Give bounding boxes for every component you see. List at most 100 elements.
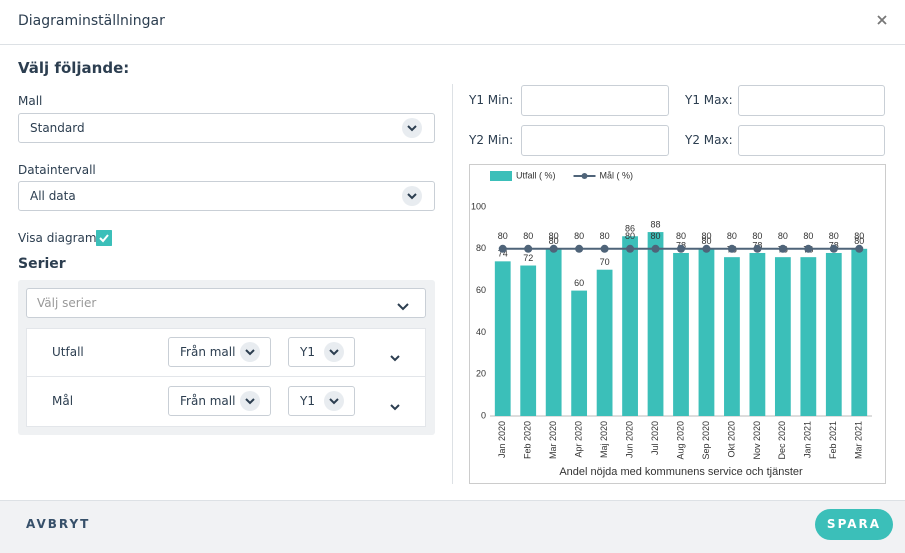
line-marker <box>753 244 762 253</box>
data-label: 80 <box>549 236 559 246</box>
legend-label: Mål ( %) <box>600 170 634 180</box>
bar <box>647 232 664 416</box>
y-tick-label: 40 <box>476 327 486 337</box>
label: Y2 Min: <box>469 133 514 147</box>
data-label: 80 <box>701 231 711 241</box>
label: Mall <box>18 94 43 108</box>
x-tick-label: Sep 2020 <box>701 421 711 460</box>
line-marker <box>727 244 736 253</box>
chevron <box>402 118 422 138</box>
save-button[interactable]: SPARA <box>815 509 893 540</box>
checkbox[interactable] <box>96 230 112 246</box>
bar <box>520 265 537 416</box>
x-tick-label: Feb 2020 <box>523 421 533 459</box>
source-select[interactable] <box>168 337 271 367</box>
source-select[interactable] <box>168 386 271 416</box>
divider <box>452 84 453 484</box>
data-label: 80 <box>549 231 559 241</box>
select-value: Från mall <box>180 394 236 408</box>
axis-select[interactable] <box>288 386 355 416</box>
data-label: 72 <box>523 253 533 263</box>
data-label: 80 <box>752 231 762 241</box>
series-select[interactable] <box>26 288 426 318</box>
line-marker <box>778 244 787 253</box>
heading: Välj följande: <box>18 59 130 77</box>
label: Visa diagram <box>18 231 97 245</box>
input[interactable] <box>521 125 669 156</box>
data-label: 88 <box>651 219 661 229</box>
data-label: 80 <box>803 231 813 241</box>
x-tick-label: Aug 2020 <box>675 421 685 460</box>
legend-swatch <box>581 173 588 179</box>
bar <box>749 252 766 416</box>
row-divider <box>27 376 425 377</box>
line-marker <box>651 244 660 253</box>
bar <box>698 248 715 416</box>
line-marker <box>524 244 533 253</box>
data-label: 80 <box>854 231 864 241</box>
line-marker <box>549 244 558 253</box>
dialog-title: Diagraminställningar <box>18 13 165 29</box>
series-table <box>26 328 426 427</box>
y-tick-label: 100 <box>471 201 486 211</box>
series-name: Utfall <box>52 345 84 359</box>
y-tick-label: 60 <box>476 285 486 295</box>
legend-swatch <box>490 171 512 181</box>
data-label: 80 <box>778 231 788 241</box>
bar <box>724 257 740 416</box>
select-value: Y1 <box>300 345 315 359</box>
expand-chevron[interactable] <box>390 396 400 415</box>
x-tick-label: Maj 2020 <box>599 421 609 458</box>
axis-select[interactable] <box>288 337 355 367</box>
x-tick-label: Jan 2020 <box>497 421 507 458</box>
chart: 0 20 40 60 80 100 Jan 2020 Feb 2020 Mar 2020 Apr … <box>469 164 886 484</box>
close-button[interactable] <box>877 15 887 25</box>
data-label: 80 <box>854 236 864 246</box>
bar <box>596 269 613 416</box>
bar <box>545 248 562 416</box>
input[interactable] <box>738 85 885 116</box>
bar <box>851 248 868 416</box>
line-marker <box>855 244 864 253</box>
bar <box>571 290 588 416</box>
line-marker <box>498 244 507 253</box>
data-label: 80 <box>727 231 737 241</box>
template-select[interactable] <box>18 113 435 143</box>
bar <box>494 261 511 416</box>
bar <box>673 252 689 416</box>
x-tick-label: Jan 2021 <box>803 421 813 458</box>
bar <box>774 257 791 416</box>
select-value: Från mall <box>180 345 236 359</box>
data-label: 80 <box>625 231 635 241</box>
data-label: 60 <box>574 278 584 288</box>
input[interactable] <box>738 125 885 156</box>
series-name: Mål <box>52 394 74 408</box>
label: Y1 Max: <box>685 93 733 107</box>
y-tick-label: 0 <box>481 410 486 420</box>
y-tick-label: 80 <box>476 243 486 253</box>
data-label: 70 <box>600 257 610 267</box>
x-tick-label: Apr 2020 <box>574 421 584 458</box>
x-tick-label: Okt 2020 <box>726 421 736 458</box>
data-label: 80 <box>600 231 610 241</box>
x-tick-label: Jun 2020 <box>624 421 634 458</box>
interval-select[interactable] <box>18 181 435 211</box>
expand-chevron[interactable] <box>390 347 400 366</box>
bar <box>825 252 842 416</box>
line-marker <box>702 244 711 253</box>
data-label: 80 <box>651 231 661 241</box>
data-label: 86 <box>625 224 635 234</box>
data-label: 80 <box>829 231 839 241</box>
input[interactable] <box>521 85 669 116</box>
data-label: 80 <box>523 231 533 241</box>
label: Dataintervall <box>18 163 96 177</box>
select-value: All data <box>30 189 76 203</box>
cancel-button[interactable]: AVBRYT <box>26 517 91 531</box>
x-tick-label: Mar 2021 <box>854 421 864 459</box>
chevron <box>402 186 422 206</box>
line-marker <box>575 244 584 253</box>
data-label: 80 <box>574 231 584 241</box>
line-marker <box>829 244 838 253</box>
